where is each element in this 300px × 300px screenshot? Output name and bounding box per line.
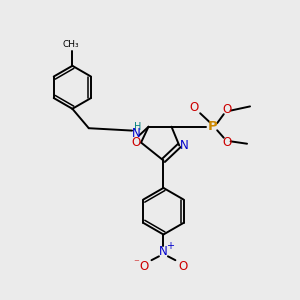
Text: ⁻: ⁻ [134,258,140,268]
Text: +: + [166,242,174,251]
Text: O: O [178,260,187,273]
Text: O: O [131,136,140,149]
Text: O: O [222,136,231,149]
Text: CH₃: CH₃ [63,40,79,50]
Text: H: H [134,122,142,132]
Text: N: N [159,245,168,258]
Text: O: O [190,101,199,114]
Text: O: O [140,260,149,273]
Text: P: P [208,120,218,133]
Text: N: N [132,127,141,140]
Text: O: O [222,103,231,116]
Text: N: N [180,139,189,152]
